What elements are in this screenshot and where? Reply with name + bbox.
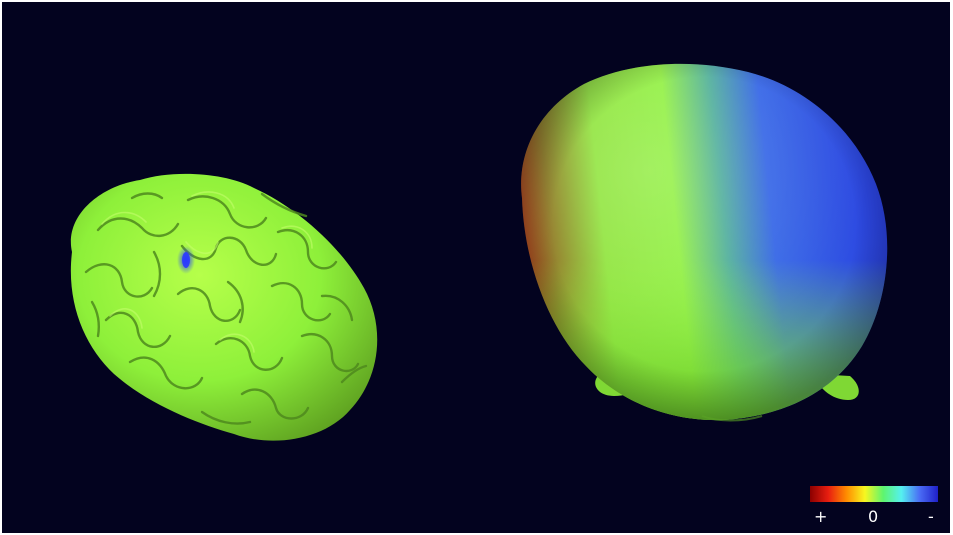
color-scale-legend: + 0 - [810,486,938,530]
color-scale-bar [810,486,938,502]
legend-plus-label: + [814,507,828,526]
brain-surface [70,173,378,441]
legend-minus-label: - [928,507,934,526]
head-surface [521,63,888,422]
legend-zero-label: 0 [868,507,879,526]
